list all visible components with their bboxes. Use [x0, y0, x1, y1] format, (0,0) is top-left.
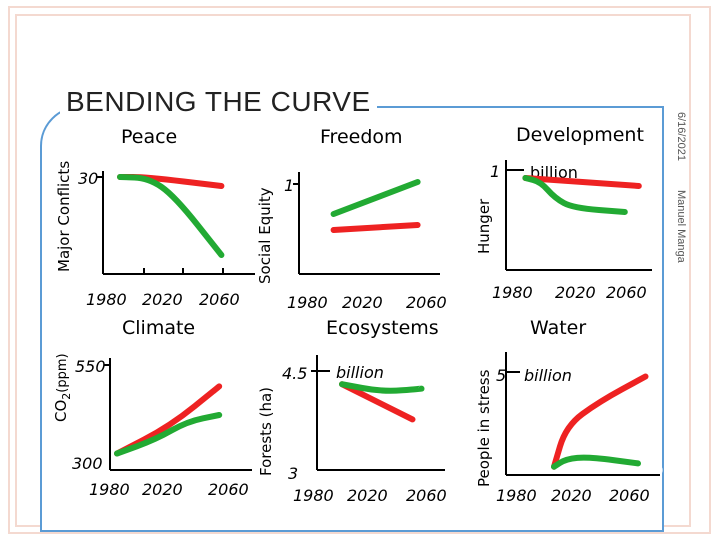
y-axis-label: Forests (ha) — [257, 387, 275, 476]
peace-green-curve — [117, 174, 225, 258]
x-tick-label: 2020 — [142, 480, 183, 499]
y-tick-unit: billion — [524, 366, 572, 385]
x-tick-label: 2060 — [199, 290, 240, 309]
y-axis-label: Social Equity — [256, 187, 274, 284]
y-axis-label: People in stress — [475, 369, 493, 487]
y-tick-label: 30 — [78, 169, 98, 188]
y-axis-label-subscript: 2 — [60, 393, 73, 400]
y-tick-top-label: 4.5 — [282, 364, 307, 383]
y-axis-label: CO2(ppm) — [52, 353, 73, 422]
panel-title: Ecosystems — [326, 317, 439, 339]
x-tick-label: 1980 — [287, 293, 328, 312]
y-axis-label: Major Conflicts — [55, 161, 73, 272]
x-tick-label: 2020 — [342, 293, 383, 312]
y-tick-top-label: 550 — [75, 357, 106, 376]
panel-climate: Climate CO2(ppm) 550 300 1980 2020 2060 — [52, 317, 252, 499]
climate-green-curve — [114, 412, 223, 457]
panel-title: Water — [530, 317, 586, 339]
panel-ecosystems: Ecosystems Forests (ha) 4.5 billion 3 19… — [257, 317, 447, 505]
panel-title: Development — [516, 124, 644, 146]
panel-title: Climate — [122, 317, 195, 339]
development-red-curve — [522, 175, 642, 189]
x-tick-label: 1980 — [89, 480, 130, 499]
y-tick-label: 1 — [490, 162, 500, 181]
ecosystems-red-curve — [339, 381, 416, 423]
slide-frame-outer — [8, 6, 711, 534]
y-tick-bottom-label: 3 — [288, 464, 298, 483]
x-tick-label: 1980 — [492, 283, 533, 302]
freedom-green-curve — [330, 179, 421, 217]
x-tick-label: 2060 — [606, 283, 647, 302]
x-tick-label: 2060 — [208, 480, 249, 499]
panel-water: Water People in stress 5 billion 1980 20… — [475, 317, 660, 505]
y-axis-label-unit: (ppm) — [55, 353, 70, 392]
x-tick-label: 2060 — [406, 293, 447, 312]
x-tick-label: 1980 — [86, 290, 127, 309]
panel-development: Development Hunger 1 billion 1980 2020 2… — [475, 124, 652, 302]
water-red-curve — [551, 373, 649, 470]
x-tick-label: 2020 — [555, 283, 596, 302]
x-tick-label: 2060 — [609, 486, 650, 505]
ecosystems-green-curve — [339, 381, 425, 394]
y-tick-top-unit: billion — [336, 363, 384, 382]
panel-peace: Peace Major Conflicts 30 1980 2020 2060 — [55, 126, 255, 309]
x-tick-label: 2020 — [551, 486, 592, 505]
y-tick-label: 1 — [284, 176, 294, 195]
y-tick-label: 5 — [496, 366, 506, 385]
y-tick-bottom-label: 300 — [72, 454, 103, 473]
x-tick-label: 2020 — [142, 290, 183, 309]
x-tick-label: 1980 — [293, 486, 334, 505]
x-tick-label: 1980 — [496, 486, 537, 505]
x-tick-label: 2020 — [347, 486, 388, 505]
y-axis-label: Hunger — [475, 198, 493, 254]
water-green-curve — [551, 454, 642, 470]
y-axis-label-main: CO — [52, 400, 70, 422]
freedom-red-curve — [330, 222, 421, 233]
development-green-curve — [522, 175, 628, 215]
page-number: 9 — [657, 465, 664, 477]
x-tick-label: 2060 — [406, 486, 447, 505]
page-title: BENDING THE CURVE — [60, 86, 377, 118]
panel-title: Freedom — [320, 126, 403, 148]
panel-freedom: Freedom Social Equity 1 1980 2020 2060 — [256, 126, 447, 312]
panel-title: Peace — [121, 126, 177, 148]
